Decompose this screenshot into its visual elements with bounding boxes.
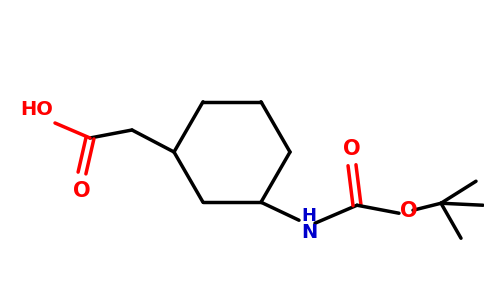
Text: N: N <box>301 223 317 242</box>
Text: O: O <box>400 201 418 221</box>
Text: O: O <box>343 139 361 159</box>
Text: HO: HO <box>20 100 53 119</box>
Text: H: H <box>301 207 316 225</box>
Text: O: O <box>73 181 91 201</box>
